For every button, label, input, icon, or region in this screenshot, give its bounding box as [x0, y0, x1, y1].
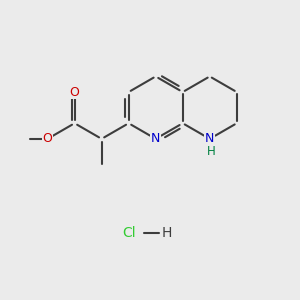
Text: Cl: Cl: [122, 226, 136, 240]
Text: O: O: [43, 132, 52, 146]
Text: N: N: [151, 132, 160, 146]
Text: H: H: [206, 145, 215, 158]
Text: O: O: [70, 85, 80, 98]
Text: N: N: [205, 132, 214, 146]
Text: H: H: [162, 226, 172, 240]
